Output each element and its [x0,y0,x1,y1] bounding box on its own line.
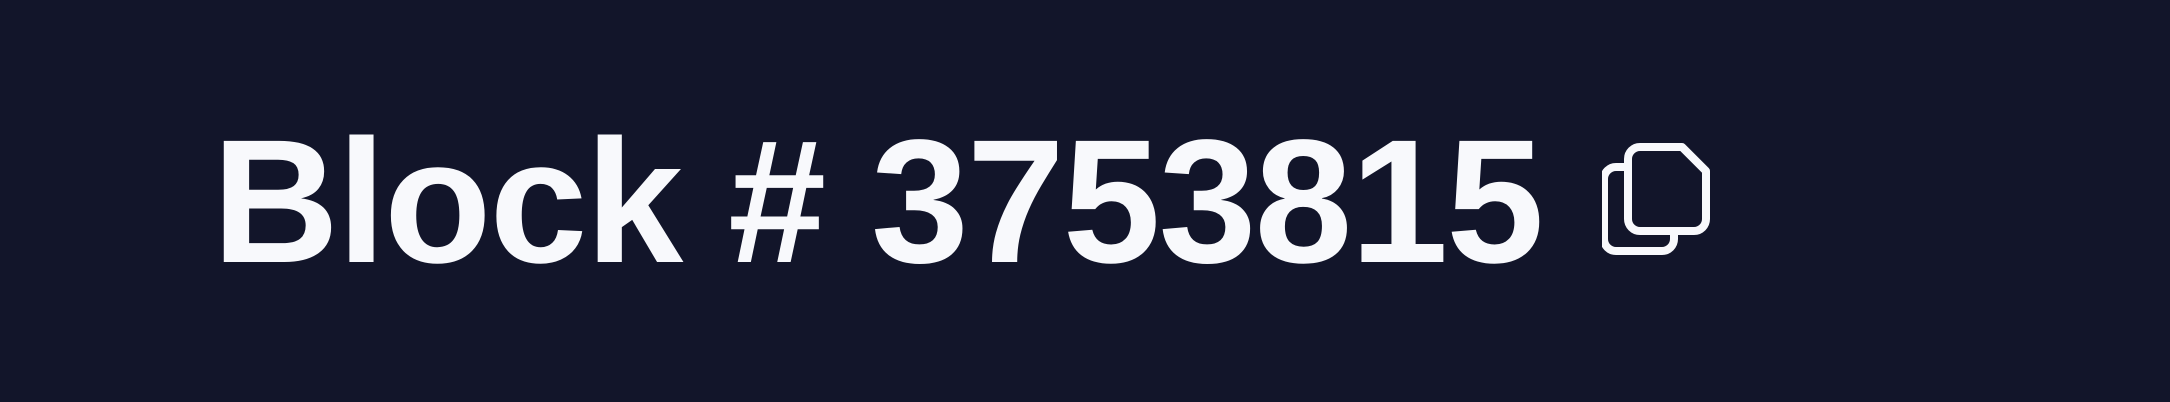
block-title: Block # 3753815 [212,104,1544,300]
copy-button[interactable] [1602,137,1712,267]
block-header: Block # 3753815 [212,112,1712,292]
copy-icon [1602,143,1711,255]
